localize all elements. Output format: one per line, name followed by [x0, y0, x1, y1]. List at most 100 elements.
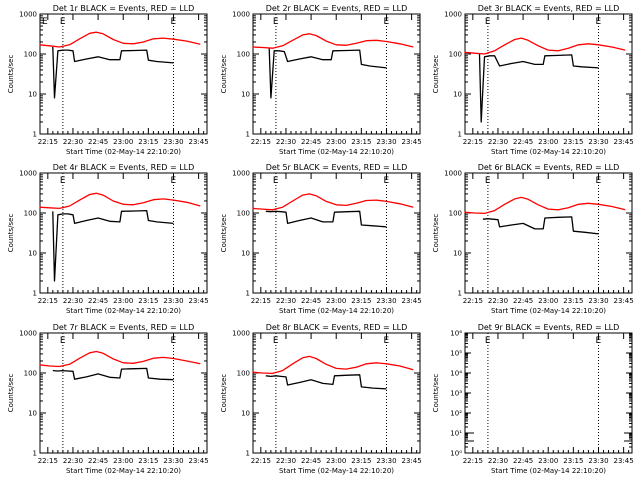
x-tick-label: 23:45: [189, 138, 209, 146]
x-tick-label: 23:00: [113, 457, 133, 465]
x-tick-label: 23:45: [402, 297, 422, 305]
x-tick-label: 22:30: [63, 297, 83, 305]
y-tick-label: 100: [237, 370, 250, 378]
x-tick-label: 23:45: [614, 297, 634, 305]
y-tick-label: 10: [28, 91, 37, 99]
y-tick-label: 10: [453, 91, 462, 99]
x-tick-label: 22:15: [463, 138, 483, 146]
x-tick-label: 23:30: [163, 297, 183, 305]
panel-title: Det 7r BLACK = Events, RED = LLD: [53, 323, 195, 332]
attenuator-marker-label: E: [60, 336, 66, 346]
detector-panel-6: Det 6r BLACK = Events, RED = LLD Counts/s…: [432, 163, 634, 315]
y-tick-label: 1000: [19, 170, 37, 178]
x-tick-label: 22:15: [38, 138, 58, 146]
y-tick-label: 100: [24, 51, 37, 59]
lld-series-line: [39, 192, 201, 210]
lld-series-line: [39, 31, 201, 48]
y-tick-label: 100: [237, 51, 250, 59]
x-axis-label: Start Time (02-May-14 22:10:20): [279, 307, 394, 315]
x-tick-label: 22:45: [513, 457, 533, 465]
y-tick-label: 10⁴: [450, 370, 462, 378]
y-tick-label: 1000: [232, 330, 250, 338]
y-tick-label: 1: [33, 290, 37, 298]
x-tick-label: 22:15: [251, 297, 271, 305]
attenuator-marker-label: E: [595, 176, 601, 186]
y-tick-label: 10²: [450, 410, 462, 418]
y-axis-label: Counts/sec: [7, 55, 15, 94]
panel-title: Det 6r BLACK = Events, RED = LLD: [478, 163, 620, 172]
y-tick-label: 1000: [444, 11, 462, 19]
events-series-line: [52, 209, 174, 282]
y-tick-label: 1000: [232, 170, 250, 178]
events-series-line: [52, 46, 174, 99]
x-tick-label: 22:45: [301, 297, 321, 305]
lld-series-line: [252, 193, 414, 211]
panel-title: Det 3r BLACK = Events, RED = LLD: [478, 4, 620, 13]
attenuator-marker-label: E: [595, 336, 601, 346]
y-tick-label: 1000: [232, 11, 250, 19]
attenuator-marker-label: E: [595, 17, 601, 27]
panel-title: Det 8r BLACK = Events, RED = LLD: [266, 323, 408, 332]
y-tick-label: 10⁵: [450, 350, 462, 358]
y-axis-label: Counts/sec: [7, 374, 15, 413]
x-axis-label: Start Time (02-May-14 22:10:20): [491, 467, 606, 475]
panel-title: Det 2r BLACK = Events, RED = LLD: [266, 4, 408, 13]
x-tick-label: 23:45: [189, 457, 209, 465]
y-tick-label: 10⁶: [450, 330, 462, 338]
x-tick-label: 23:30: [163, 457, 183, 465]
y-axis-label: Counts/sec: [220, 374, 228, 413]
attenuator-marker-label: E: [170, 17, 176, 27]
y-tick-label: 1: [458, 290, 462, 298]
events-series-line: [265, 210, 387, 228]
x-tick-label: 23:30: [163, 138, 183, 146]
x-tick-label: 22:45: [301, 457, 321, 465]
y-tick-label: 100: [237, 210, 250, 218]
y-axis-label: Counts/sec: [432, 374, 440, 413]
events-series-line: [478, 53, 599, 123]
y-tick-label: 10⁰: [450, 450, 462, 458]
panel-title: Det 5r BLACK = Events, RED = LLD: [266, 163, 408, 172]
x-tick-label: 23:30: [376, 457, 396, 465]
x-tick-label: 22:45: [88, 138, 108, 146]
y-tick-label: 100: [449, 51, 462, 59]
x-tick-label: 22:15: [38, 297, 58, 305]
y-tick-label: 10: [453, 250, 462, 258]
x-tick-label: 22:30: [63, 138, 83, 146]
attenuator-marker-label: E: [383, 17, 389, 27]
x-tick-label: 23:45: [614, 138, 634, 146]
attenuator-marker-label: E: [485, 176, 491, 186]
x-tick-label: 23:00: [326, 297, 346, 305]
attenuator-marker-label: E: [273, 336, 279, 346]
detector-panel-7: Det 7r BLACK = Events, RED = LLD Counts/s…: [7, 323, 209, 475]
attenuator-marker-label: E: [383, 336, 389, 346]
y-axis-label: Counts/sec: [432, 214, 440, 253]
events-series-line: [268, 48, 387, 99]
attenuator-marker-label: E: [60, 176, 66, 186]
x-tick-label: 23:00: [538, 138, 558, 146]
y-tick-label: 1000: [19, 330, 37, 338]
x-tick-label: 23:30: [588, 457, 608, 465]
attenuator-marker-label: E: [273, 17, 279, 27]
x-tick-label: 23:15: [563, 297, 583, 305]
x-tick-label: 23:15: [563, 457, 583, 465]
panel-title: Det 9r BLACK = Events, RED = LLD: [478, 323, 620, 332]
x-tick-label: 23:15: [138, 297, 158, 305]
y-tick-label: 1: [33, 131, 37, 139]
y-tick-label: 10: [28, 410, 37, 418]
x-tick-label: 22:30: [276, 457, 296, 465]
x-tick-label: 22:45: [301, 138, 321, 146]
x-tick-label: 23:15: [138, 457, 158, 465]
panel-title: Det 4r BLACK = Events, RED = LLD: [53, 163, 195, 172]
x-axis-label: Start Time (02-May-14 22:10:20): [66, 307, 181, 315]
x-tick-label: 23:45: [189, 297, 209, 305]
lld-series-line: [39, 350, 201, 368]
y-tick-label: 10: [28, 250, 37, 258]
x-tick-label: 23:15: [138, 138, 158, 146]
x-tick-label: 23:00: [538, 457, 558, 465]
events-series-line: [482, 216, 599, 235]
events-series-line: [265, 374, 387, 390]
y-axis-label: Counts/sec: [432, 55, 440, 94]
x-tick-label: 23:00: [326, 457, 346, 465]
